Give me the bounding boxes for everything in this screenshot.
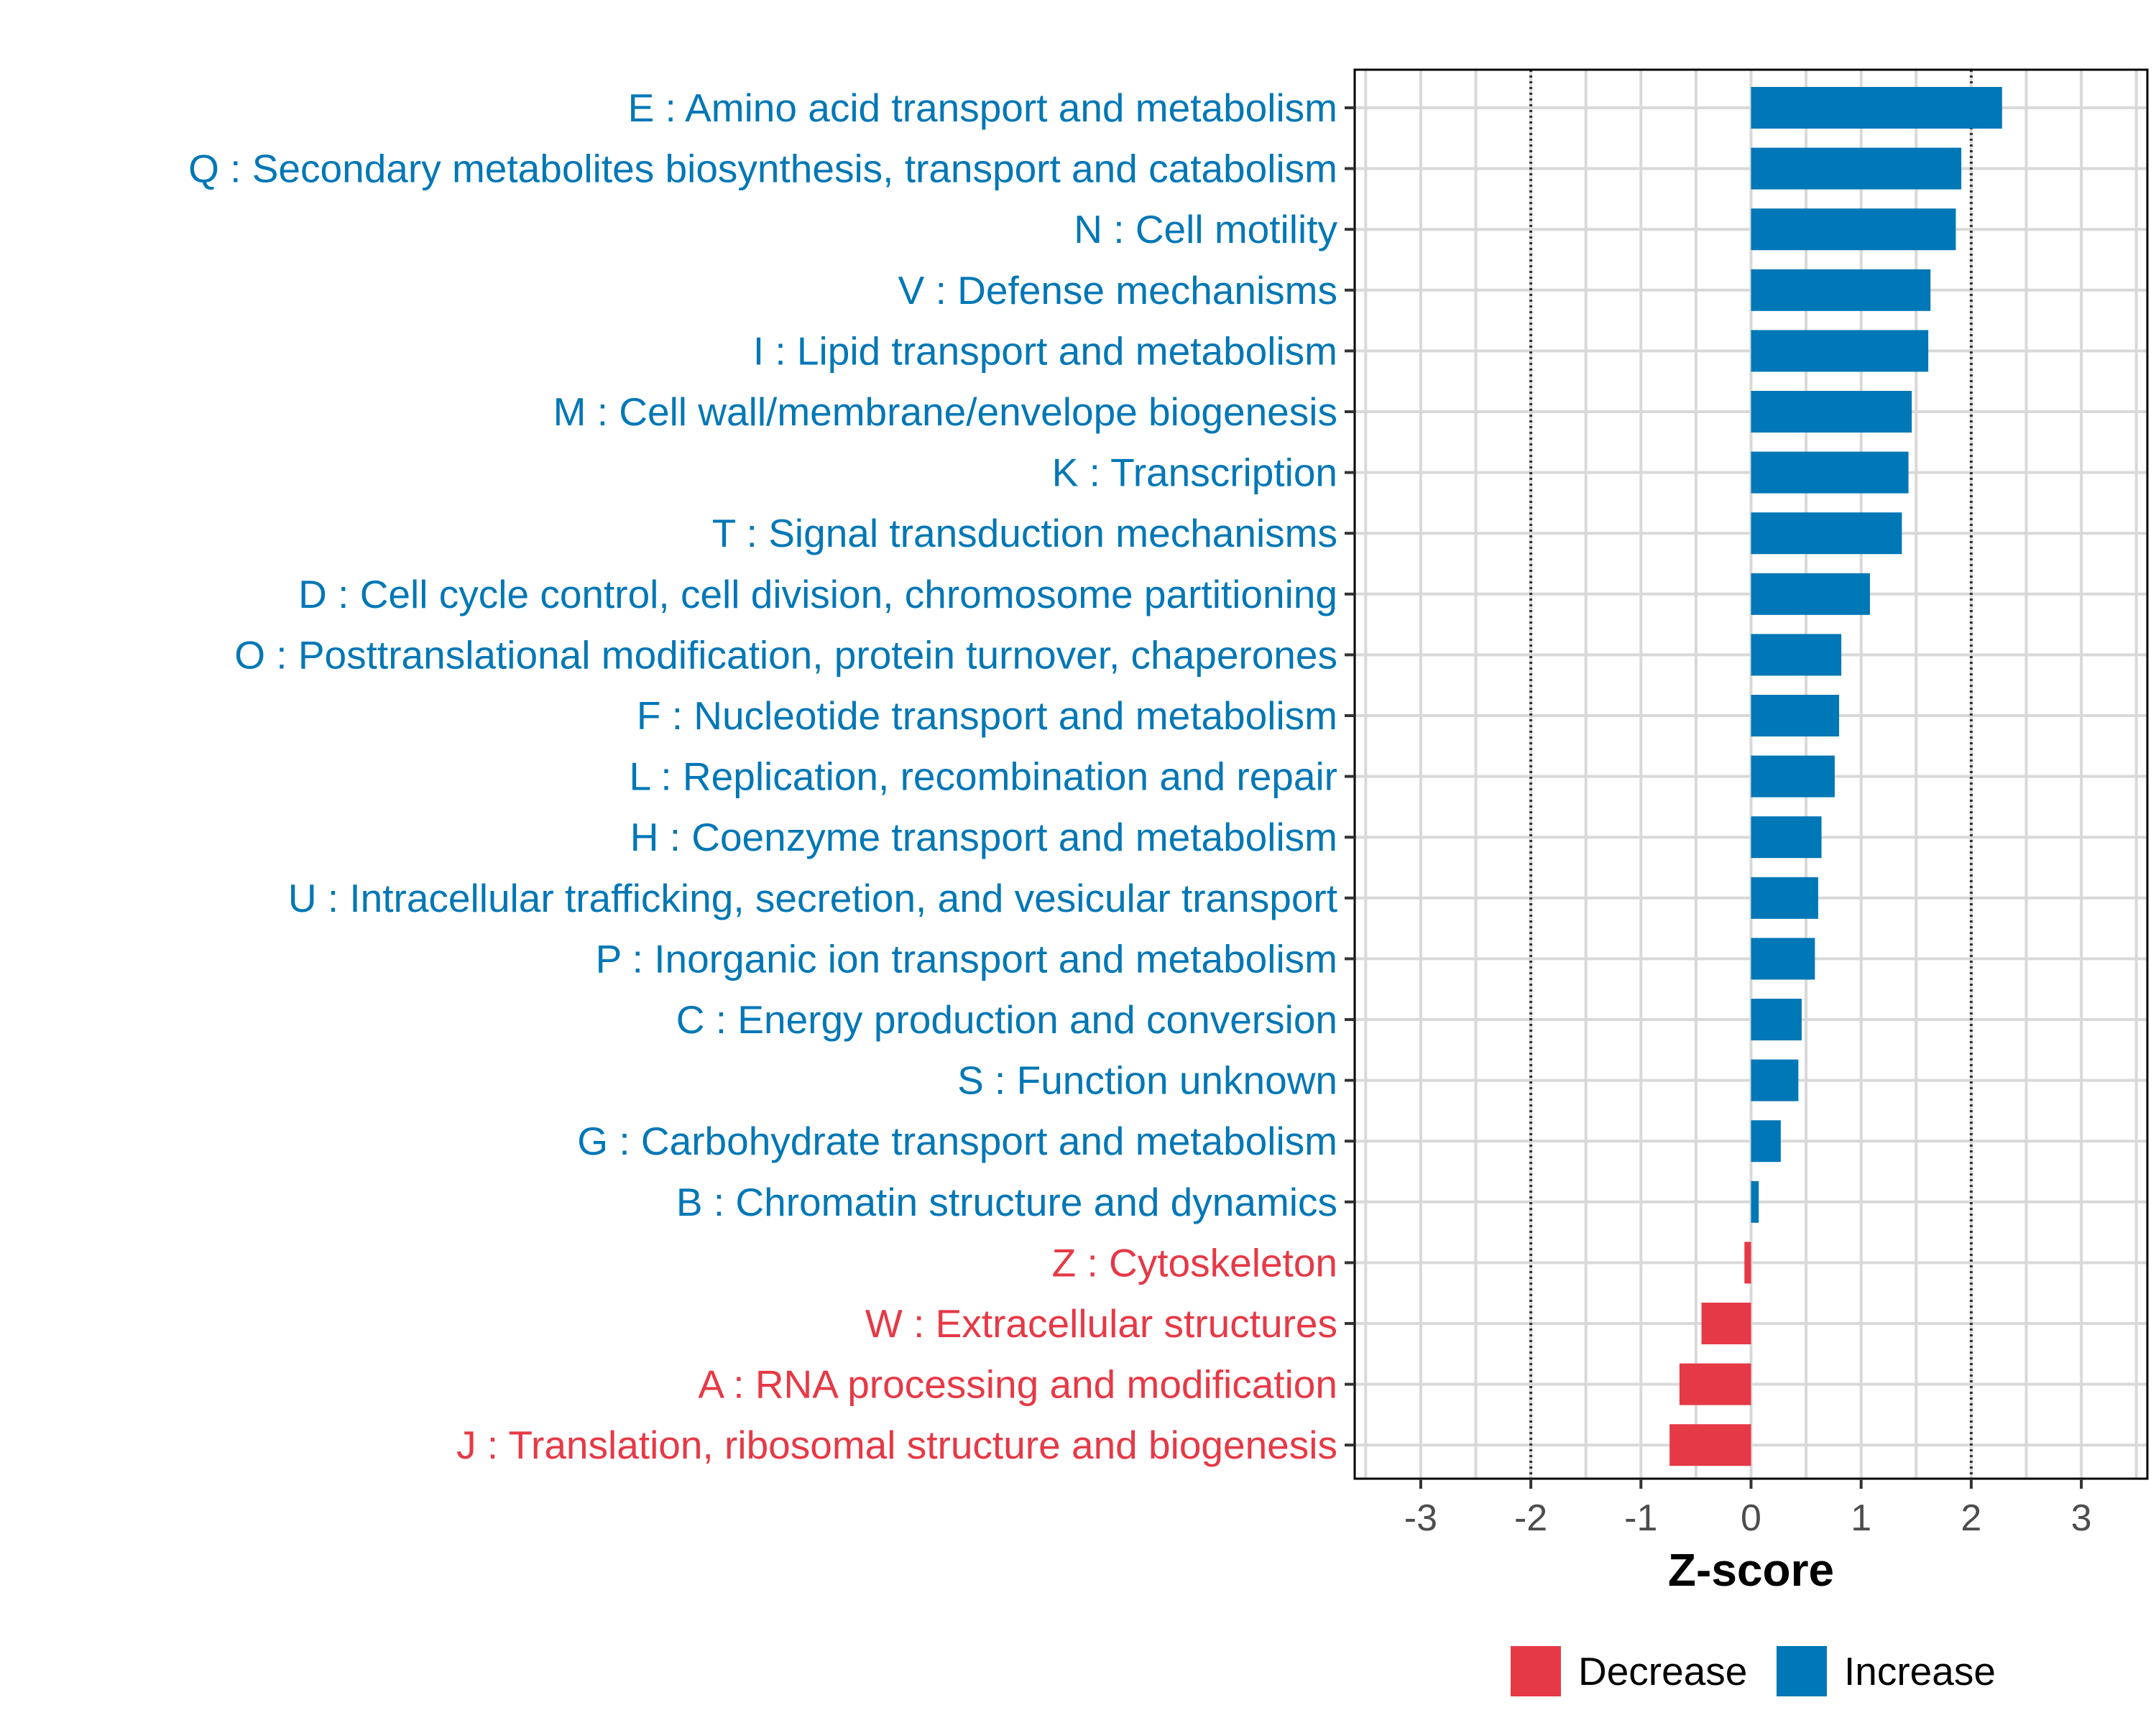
bar (1701, 1303, 1751, 1344)
x-axis-ticks: -3 -2 -1 0 1 2 3 (1404, 1479, 2092, 1539)
bar (1751, 816, 1822, 859)
category-label: T : Signal transduction mechanisms (712, 511, 1337, 555)
bar (1751, 512, 1902, 555)
bar (1669, 1424, 1751, 1466)
category-label: K : Transcription (1052, 451, 1337, 495)
category-label: P : Inorganic ion transport and metaboli… (596, 936, 1337, 981)
x-tick-label: 2 (1961, 1497, 1981, 1539)
category-label: O : Posttranslational modification, prot… (234, 632, 1337, 677)
category-label: E : Amino acid transport and metabolism (628, 86, 1337, 130)
category-label: I : Lipid transport and metabolism (753, 328, 1337, 373)
x-tick-label: -2 (1514, 1497, 1547, 1539)
bar (1751, 1181, 1759, 1223)
category-label: V : Defense mechanisms (898, 268, 1337, 313)
category-label: W : Extracellular structures (865, 1301, 1337, 1346)
legend-label-decrease: Decrease (1578, 1649, 1747, 1694)
category-label: C : Energy production and conversion (676, 997, 1337, 1042)
category-label: D : Cell cycle control, cell division, c… (298, 572, 1337, 616)
legend-swatch-increase (1777, 1646, 1827, 1696)
x-tick-label: 3 (2071, 1497, 2092, 1539)
bar (1751, 330, 1929, 372)
category-label: G : Carbohydrate transport and metabolis… (577, 1119, 1337, 1163)
x-tick-label: -3 (1404, 1497, 1437, 1539)
x-axis-title: Z-score (1668, 1544, 1834, 1596)
bar (1744, 1242, 1751, 1284)
bar (1751, 451, 1909, 494)
threshold-lines (1529, 70, 1973, 1479)
bar (1751, 1059, 1799, 1101)
category-label: M : Cell wall/membrane/envelope biogenes… (553, 389, 1337, 434)
bar (1751, 695, 1840, 736)
y-axis-ticks (1345, 106, 1355, 1447)
bar (1751, 391, 1912, 433)
bar (1751, 147, 1962, 190)
bar (1751, 634, 1842, 676)
bar (1751, 573, 1870, 615)
bars (1669, 87, 2002, 1466)
x-tick-label: 1 (1851, 1497, 1871, 1539)
category-label: Z : Cytoskeleton (1052, 1240, 1337, 1285)
category-label: B : Chromatin structure and dynamics (676, 1180, 1337, 1224)
bar (1679, 1363, 1751, 1405)
bar (1751, 999, 1802, 1040)
category-label: A : RNA processing and modification (698, 1362, 1337, 1407)
x-tick-label: -1 (1624, 1497, 1657, 1539)
category-labels: E : Amino acid transport and metabolism Q… (188, 86, 1337, 1467)
bar (1751, 269, 1931, 311)
bar (1751, 87, 2002, 129)
category-label: Q : Secondary metabolites biosynthesis, … (188, 147, 1337, 191)
category-label: U : Intracellular trafficking, secretion… (288, 876, 1337, 920)
bar (1751, 208, 1956, 251)
bar (1751, 1120, 1781, 1163)
x-tick-label: 0 (1741, 1497, 1761, 1539)
bar (1751, 938, 1815, 980)
category-label: N : Cell motility (1074, 207, 1337, 251)
legend: Decrease Increase (1511, 1646, 1996, 1696)
category-label: L : Replication, recombination and repai… (630, 754, 1337, 799)
legend-swatch-decrease (1511, 1646, 1561, 1696)
bar (1751, 755, 1835, 798)
category-label: H : Coenzyme transport and metabolism (630, 815, 1337, 859)
category-label: J : Translation, ribosomal structure and… (456, 1423, 1337, 1467)
category-label: F : Nucleotide transport and metabolism (637, 693, 1337, 738)
category-label: S : Function unknown (957, 1058, 1337, 1103)
bar (1751, 877, 1818, 919)
legend-label-increase: Increase (1844, 1649, 1996, 1694)
